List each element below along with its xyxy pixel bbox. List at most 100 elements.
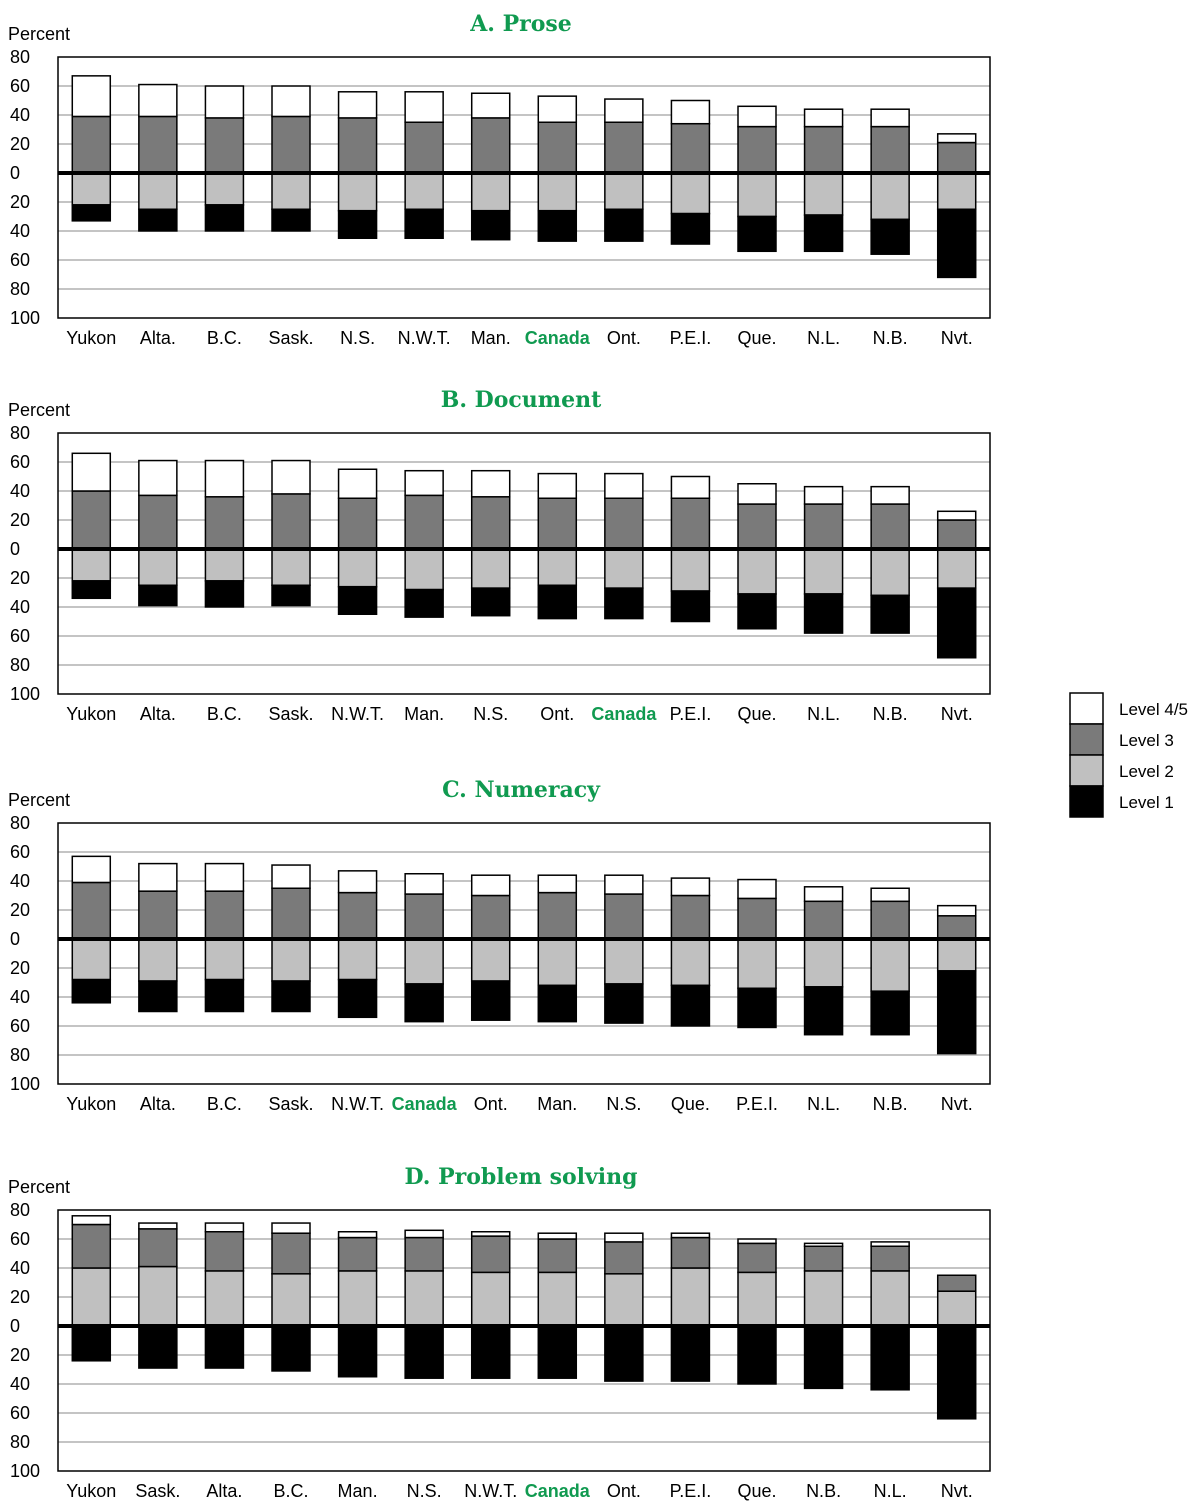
bar-level-3-n-s — [470, 496, 511, 550]
bar-level-3-b-c — [204, 890, 245, 940]
chart-title: D. Problem solving — [404, 1164, 637, 1190]
bar-group-n-w-t — [337, 468, 378, 616]
x-tick-label-n-b: N.B. — [873, 704, 908, 724]
bar-level-2-n-b — [870, 548, 910, 597]
bar-group-nvt — [936, 904, 977, 1055]
y-tick-label: 80 — [10, 1200, 30, 1220]
bar-group-ont — [604, 98, 644, 242]
x-tick-label-canada: Canada — [392, 1094, 458, 1114]
bar-level-3-que — [737, 1242, 777, 1274]
bar-level-1-p-e-i — [670, 212, 711, 245]
bar-level-2-n-w-t — [470, 1271, 511, 1327]
y-axis-label: Percent — [8, 24, 70, 44]
bar-level-1-n-s — [404, 1325, 444, 1379]
x-tick-label-b-c: B.C. — [207, 704, 242, 724]
bar-group-que — [737, 1238, 777, 1385]
bar-level-4-5-alta — [204, 1222, 245, 1233]
bar-group-canada — [404, 873, 444, 1023]
y-tick-label: 20 — [10, 1287, 30, 1307]
bar-level-2-que — [737, 172, 777, 218]
legend-label: Level 1 — [1119, 793, 1174, 812]
legend-label: Level 3 — [1119, 731, 1174, 750]
bar-level-1-n-l — [803, 986, 844, 1036]
bar-level-4-5-n-w-t — [404, 91, 444, 124]
bar-group-n-l — [803, 108, 844, 253]
bar-group-n-w-t — [470, 1231, 511, 1379]
x-tick-label-n-s: N.S. — [340, 328, 375, 348]
bar-level-3-b-c — [271, 1232, 311, 1275]
y-axis-label: Percent — [8, 400, 70, 420]
bar-level-2-alta — [204, 1270, 245, 1327]
y-axis-label: Percent — [8, 790, 70, 810]
y-tick-label: 100 — [10, 1461, 40, 1481]
bar-level-2-n-l — [803, 172, 844, 216]
x-tick-label-p-e-i: P.E.I. — [670, 1481, 712, 1501]
x-tick-label-n-b: N.B. — [873, 1094, 908, 1114]
bar-level-3-canada — [404, 893, 444, 940]
bar-level-4-5-alta — [138, 862, 178, 892]
bar-level-4-5-b-c — [204, 85, 245, 119]
bar-level-1-p-e-i — [670, 590, 711, 623]
bar-level-2-yukon — [71, 548, 112, 582]
x-tick-label-man: Man. — [537, 1094, 577, 1114]
gridlines — [58, 1238, 990, 1443]
y-tick-label: 20 — [10, 192, 30, 212]
bar-group-sask — [138, 1222, 178, 1369]
bar-level-3-nvt — [936, 915, 977, 940]
bar-level-1-alta — [138, 980, 178, 1013]
x-tick-label-yukon: Yukon — [66, 1094, 116, 1114]
bar-level-1-n-b — [870, 990, 910, 1036]
x-tick-label-n-l: N.L. — [807, 704, 840, 724]
y-tick-labels: 80 60 40 20 0 20 40 60 80 100 — [10, 47, 40, 328]
x-tick-labels: Yukon Sask. Alta. B.C. Man. N.S. N.W.T. Canada O… — [66, 1481, 972, 1501]
bar-level-2-nvt — [936, 1290, 977, 1327]
x-tick-label-ont: Ont. — [607, 328, 641, 348]
bar-level-2-sask — [271, 548, 311, 586]
bar-level-3-ont — [470, 894, 511, 940]
y-tick-label: 0 — [10, 1316, 20, 1336]
bar-level-4-5-p-e-i — [737, 878, 777, 900]
bar-level-4-5-yukon — [71, 855, 112, 884]
legend-label: Level 2 — [1119, 762, 1174, 781]
bar-level-3-sask — [271, 493, 311, 550]
bar-level-4-5-sask — [271, 85, 311, 118]
legend-item-level-2: Level 2 — [1069, 754, 1174, 787]
bar-level-3-n-s — [337, 117, 378, 174]
bar-level-3-ont — [604, 1241, 644, 1275]
bar-group-sask — [271, 459, 311, 607]
x-tick-label-alta: Alta. — [140, 1094, 176, 1114]
bar-group-p-e-i — [670, 475, 711, 623]
x-tick-label-ont: Ont. — [474, 1094, 508, 1114]
bar-level-4-5-n-b — [803, 1242, 844, 1247]
y-tick-label: 80 — [10, 279, 30, 299]
bar-level-3-canada — [537, 1238, 578, 1274]
x-tick-label-ont: Ont. — [607, 1481, 641, 1501]
y-tick-label: 20 — [10, 568, 30, 588]
bar-level-4-5-n-w-t — [470, 1231, 511, 1237]
bar-level-2-p-e-i — [670, 172, 711, 215]
bar-level-4-5-man — [470, 92, 511, 119]
legend-swatch — [1069, 785, 1104, 818]
bar-level-3-p-e-i — [670, 122, 711, 174]
bar-level-3-alta — [138, 890, 178, 940]
bar-level-1-n-b — [803, 1325, 844, 1390]
bar-level-3-que — [670, 894, 711, 940]
bar-level-1-b-c — [204, 204, 245, 232]
x-tick-label-canada: Canada — [591, 704, 657, 724]
chart-b: B. Document Percent 80 60 40 20 0 20 40 60 80 100 Yu… — [8, 387, 991, 724]
bar-group-p-e-i — [737, 878, 777, 1029]
x-tick-label-alta: Alta. — [140, 704, 176, 724]
y-tick-label: 80 — [10, 1432, 30, 1452]
x-tick-label-n-l: N.L. — [807, 328, 840, 348]
bar-group-ont — [470, 874, 511, 1021]
x-tick-label-n-s: N.S. — [473, 704, 508, 724]
x-tick-label-sask: Sask. — [135, 1481, 180, 1501]
bar-level-1-n-b — [870, 594, 910, 634]
y-tick-label: 60 — [10, 452, 30, 472]
chart-title: A. Prose — [469, 11, 572, 37]
bar-group-que — [737, 483, 777, 630]
y-tick-label: 60 — [10, 1403, 30, 1423]
y-tick-labels: 80 60 40 20 0 20 40 60 80 100 — [10, 1200, 40, 1481]
bar-level-2-n-s — [470, 548, 511, 589]
